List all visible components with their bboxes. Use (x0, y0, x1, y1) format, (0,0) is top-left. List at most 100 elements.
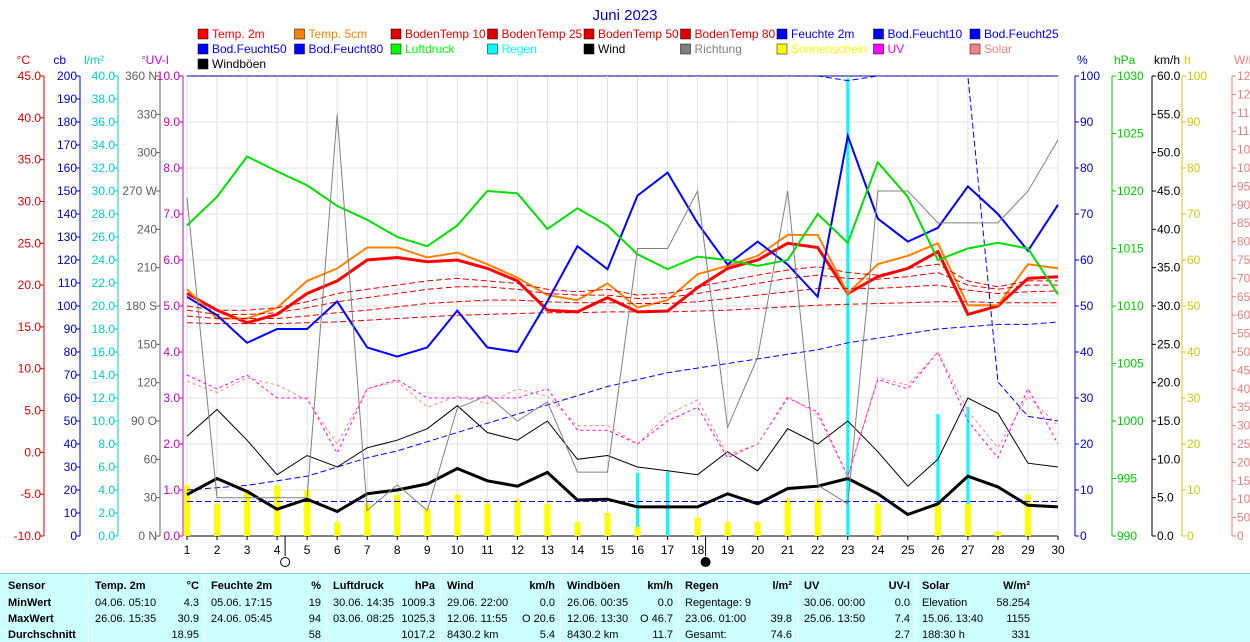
x-tick-label: 29 (1021, 543, 1035, 557)
stat-max: 1025.3 (401, 613, 435, 625)
stat-min: 1009.3 (401, 597, 435, 609)
legend-label: Luftdruck (405, 42, 455, 56)
axis-kmh: km/h 60.0 55.0 50.0 45.0 40.0 35.0 30.0 25.0 20.0… (1151, 53, 1181, 543)
stat-avg: 11.7 (652, 629, 673, 641)
legend-item: UV (873, 42, 904, 56)
x-tick-label: 25 (901, 543, 915, 557)
axis-tick-label-kmh: 55.0 (1157, 107, 1181, 121)
stats-section-windb-en: Windböen km/h 26.06. 00:35 0.0 12.06. 13:30 O… (560, 574, 679, 642)
legend-swatch (680, 43, 691, 55)
stat-max-t: 23.06. 01:00 (685, 613, 747, 625)
series-temp-5cm (186, 233, 1059, 320)
series-bodentemp-10 (186, 263, 1058, 311)
axis-tick-label-rain: 10.0 (92, 414, 116, 428)
axis-tick-label-temp: 40.0 (18, 111, 42, 125)
x-tick-label: 28 (991, 543, 1005, 557)
axis-tick-label-dir: 360 N (125, 69, 157, 83)
axis-tick-label-cb: 170 (57, 138, 77, 152)
axis-tick-label-kmh: 20.0 (1157, 376, 1181, 390)
axis-tick-label-temp: -10.0 (14, 529, 42, 543)
axis-tick-label-solar: 350 (1237, 400, 1250, 414)
axis-tick-label-kmh: 10.0 (1157, 452, 1181, 466)
stat-avg-t: 8430.2 km (567, 629, 619, 641)
axis-tick-label-dir: 0 N (138, 529, 157, 543)
axis-tick-label-hum: 60 (1080, 253, 1094, 267)
bar-regen (636, 472, 640, 536)
x-tick-label: 16 (631, 543, 645, 557)
stat-unit: km/h (647, 580, 673, 592)
bar-sonnenschein (544, 503, 551, 536)
legend-item: Bod.Feucht80 (294, 42, 384, 56)
stats-section-temp-2m: Temp. 2m °C 04.06. 05:10 4.3 26.06. 15:35 30.… (88, 574, 205, 642)
axis-tick-label-rain: 34.0 (92, 138, 116, 152)
axis-tick-label-temp: 5.0 (24, 404, 41, 418)
stats-section-solar: Solar W/m² Elevation 58.254 15.06. 13:40 1155… (915, 574, 1036, 642)
axis-tick-label-h: 50 (1187, 299, 1201, 313)
bar-sonnenschein (454, 494, 461, 536)
axis-tick-label-hum: 0 (1080, 529, 1087, 543)
axis-tick-label-cb: 90 (64, 322, 78, 336)
bar-sonnenschein (814, 499, 821, 536)
axis-tick-label-dir: 180 S (126, 299, 157, 313)
axis-tick-label-rain: 2.0 (98, 506, 115, 520)
axis-tick-label-cb: 60 (64, 391, 78, 405)
legend-item: Solar (969, 42, 1012, 56)
axis-tick-label-hpa: 995 (1117, 472, 1137, 486)
axis-tick-label-dir: 90 O (131, 414, 157, 428)
stat-max-t: 12.06. 11:55 (447, 613, 508, 625)
axis-tick-label-hum: 50 (1080, 299, 1094, 313)
x-tick-label: 19 (721, 543, 735, 557)
axis-tick-label-rain: 20.0 (92, 299, 116, 313)
bar-sonnenschein (784, 499, 791, 536)
x-tick-label: 8 (394, 543, 401, 557)
axis-tick-label-dir: 300 (137, 146, 157, 160)
legend-swatch (873, 28, 884, 40)
stat-name: Windböen (567, 580, 621, 592)
legend-label: Sonnenschein (791, 42, 867, 56)
stat-max-t: 15.06. 13:40 (922, 613, 984, 625)
axis-hpa: hPa 1030 1025 1020 1015 1010 1005 1000 995 990 (1111, 53, 1144, 543)
weather-chart: Juni 2023 Temp. 2m Temp. 5cm BodenTemp 10 B… (13, 7, 1250, 567)
stat-max: 30.9 (177, 613, 199, 625)
bar-regen (846, 78, 850, 537)
axis-tick-label-h: 90 (1187, 115, 1201, 129)
bar-sonnenschein (514, 499, 521, 536)
axis-tick-label-rain: 32.0 (92, 161, 116, 175)
legend-item: Feuchte 2m (776, 27, 854, 41)
bar-sonnenschein (934, 503, 941, 536)
legend-item: BodenTemp 50 (583, 27, 679, 41)
axis-unit-rain: l/m² (84, 53, 104, 67)
axis-tick-label-solar: 100 (1237, 492, 1250, 506)
legend-label: Solar (984, 42, 1012, 56)
stat-unit: W/m² (1003, 580, 1030, 592)
axis-tick-label-rain: 8.0 (98, 437, 115, 451)
axis-tick-label-rain: 30.0 (92, 184, 116, 198)
axis-tick-label-cb: 150 (57, 184, 77, 198)
stat-name: Temp. 2m (95, 580, 146, 592)
legend-item: Sonnenschein (776, 42, 867, 56)
axis-tick-label-solar: 50 (1237, 511, 1250, 525)
axis-tick-label-kmh: 5.0 (1157, 491, 1174, 505)
legend-swatch (294, 43, 305, 55)
axis-tick-label-hum: 100 (1080, 69, 1100, 83)
axis-tick-label-solar: 0 (1237, 529, 1244, 543)
axis-tick-label-uv: 2.0 (163, 437, 180, 451)
axis-tick-label-rain: 12.0 (92, 391, 116, 405)
axis-tick-label-hum: 20 (1080, 437, 1094, 451)
axis-tick-label-cb: 190 (57, 92, 77, 106)
axis-tick-label-hum: 90 (1080, 115, 1094, 129)
axis-tick-label-kmh: 25.0 (1157, 337, 1181, 351)
axis-tick-label-temp: 35.0 (18, 153, 42, 167)
series-uv (186, 351, 1059, 478)
axis-tick-label-dir: 330 (137, 107, 157, 121)
axis-tick-label-cb: 70 (64, 368, 78, 382)
stats-section-wind: Wind km/h 29.06. 22:00 0.0 12.06. 11:55 O 20.… (440, 574, 561, 642)
legend-item: Bod.Feucht25 (969, 27, 1059, 41)
stat-min-t: Regentage: 9 (685, 597, 752, 609)
legend-label: Windböen (212, 57, 266, 71)
legend-label: BodenTemp 80 (695, 27, 776, 41)
stat-min-t: 26.06. 00:35 (567, 597, 629, 609)
axis-tick-label-uv: 10.0 (157, 69, 181, 83)
axis-tick-label-h: 20 (1187, 437, 1201, 451)
